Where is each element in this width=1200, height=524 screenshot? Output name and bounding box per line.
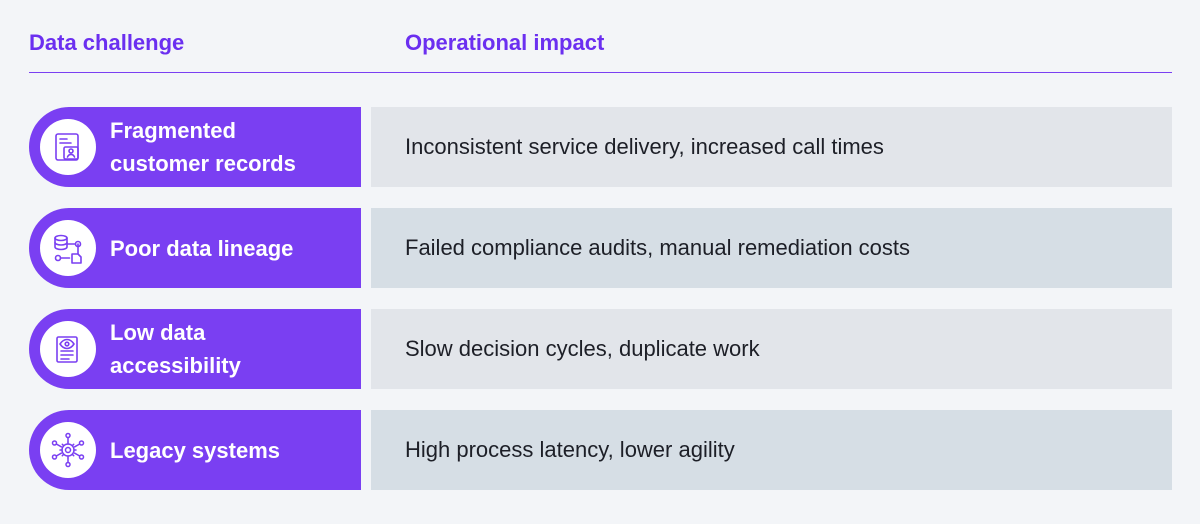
- challenge-label: Fragmented customer records: [110, 118, 296, 176]
- data-lineage-icon: [40, 220, 96, 276]
- challenge-cell: Fragmented customer records: [29, 107, 361, 187]
- document-eye-icon: [40, 321, 96, 377]
- table-row: Poor data lineage Failed compliance audi…: [29, 208, 1172, 288]
- network-gear-icon: [40, 422, 96, 478]
- customer-record-icon: [40, 119, 96, 175]
- challenge-cell: Poor data lineage: [29, 208, 361, 288]
- table-row: Low data accessibility Slow decision cyc…: [29, 309, 1172, 389]
- impact-cell: Inconsistent service delivery, increased…: [371, 107, 1172, 187]
- column-header-operational-impact: Operational impact: [405, 30, 605, 55]
- impact-cell: Slow decision cycles, duplicate work: [371, 309, 1172, 389]
- challenge-label: Low data accessibility: [110, 320, 241, 378]
- impact-cell: Failed compliance audits, manual remedia…: [371, 208, 1172, 288]
- column-header-data-challenge: Data challenge: [29, 30, 185, 55]
- challenge-label: Legacy systems: [110, 437, 280, 463]
- challenge-label: Poor data lineage: [110, 235, 294, 261]
- table-row: Fragmented customer records Inconsistent…: [29, 107, 1172, 187]
- impact-cell: High process latency, lower agility: [371, 410, 1172, 490]
- challenge-impact-table: Fragmented customer records Inconsistent…: [29, 107, 1172, 511]
- table-row: Legacy systems High process latency, low…: [29, 410, 1172, 490]
- challenge-cell: Legacy systems: [29, 410, 361, 490]
- table-header: Data challenge Operational impact: [29, 30, 1172, 73]
- challenge-cell: Low data accessibility: [29, 309, 361, 389]
